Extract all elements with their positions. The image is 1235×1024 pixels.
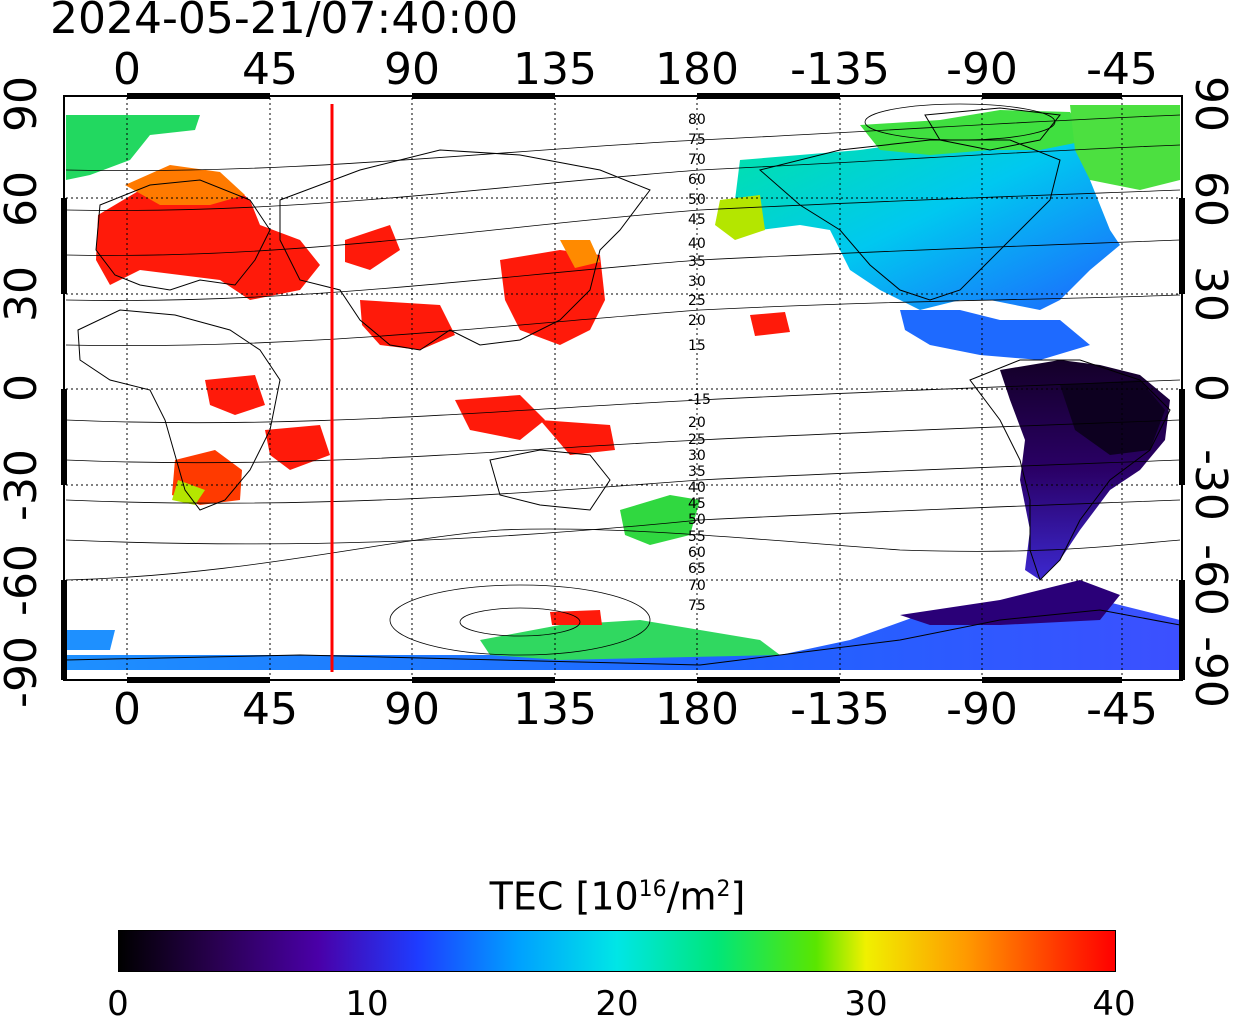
data-region-indonesia <box>455 395 545 440</box>
contour-label: 50 <box>688 192 706 208</box>
data-region-japan <box>560 240 600 268</box>
data-region-europe <box>96 170 320 300</box>
timestamp-title: 2024-05-21/07:40:00 <box>50 0 519 44</box>
contour-label: 70 <box>688 578 706 594</box>
colorbar-title: TEC [1016/m2] <box>0 868 1235 919</box>
contour-labels-north: 80 75 70 60 50 45 40 35 30 25 20 15 <box>688 112 706 354</box>
contour-label: 25 <box>688 293 706 309</box>
colorbar-label: 40 <box>1092 984 1136 1024</box>
colorbar-title-unit: /m <box>666 874 717 919</box>
data-region-antarctica <box>66 600 1180 670</box>
magnetic-contours <box>65 103 1181 656</box>
graticule <box>66 98 1180 678</box>
top-x-tick: -90 <box>946 44 1018 95</box>
contour-label: 50 <box>688 512 706 528</box>
bottom-x-tick: 45 <box>242 684 298 735</box>
colorbar-title-suffix: ] <box>730 874 746 919</box>
tec-map: 80 75 70 60 50 45 40 35 30 25 20 15 -15 … <box>61 93 1185 683</box>
contour-label: 60 <box>688 545 706 561</box>
contour-label: 40 <box>688 480 706 496</box>
bottom-x-tick: -135 <box>790 684 890 735</box>
data-region-south-africa-edge <box>172 480 205 505</box>
contour-label: 40 <box>688 236 706 252</box>
contour-label: 30 <box>688 448 706 464</box>
top-x-tick: 90 <box>384 44 440 95</box>
data-region-east-asia <box>500 250 605 345</box>
data-region-brazil <box>1060 380 1165 455</box>
contour-label: 30 <box>688 274 706 290</box>
colorbar-title-prefix: TEC [10 <box>489 874 639 919</box>
top-x-tick: 0 <box>113 44 141 95</box>
tec-colorbar <box>118 930 1116 972</box>
colorbar-label: 20 <box>595 984 639 1024</box>
bottom-x-tick: 0 <box>113 684 141 735</box>
data-region-hawaii <box>750 312 790 336</box>
contour-label: 75 <box>688 598 706 614</box>
contour-label: 45 <box>688 496 706 512</box>
contour-label: 70 <box>688 152 706 168</box>
contour-label: 55 <box>688 529 706 545</box>
map-frame <box>63 95 1183 681</box>
colorbar-title-exponent: 16 <box>638 877 667 902</box>
data-region-madagascar <box>265 425 330 470</box>
bottom-x-tick: 180 <box>655 684 739 735</box>
data-region-central-asia <box>345 225 400 270</box>
data-region-antarctic-red <box>550 610 602 625</box>
top-x-tick: -45 <box>1086 44 1158 95</box>
data-region-east-africa <box>205 375 265 415</box>
contour-label: 15 <box>688 338 706 354</box>
top-x-tick: 180 <box>655 44 739 95</box>
data-region-europe-north <box>125 165 245 205</box>
top-x-tick: -135 <box>790 44 890 95</box>
contour-label: 75 <box>688 132 706 148</box>
bottom-x-tick: 90 <box>384 684 440 735</box>
contour-labels-south: -15 20 25 30 35 40 45 50 55 60 65 70 75 <box>688 392 711 614</box>
data-region-canada-north <box>860 110 1090 155</box>
contour-label: 65 <box>688 561 706 577</box>
data-region-arctic-west <box>66 115 200 180</box>
data-region-new-zealand <box>620 495 700 545</box>
bottom-x-tick: 135 <box>513 684 597 735</box>
data-region-mexico <box>900 310 1090 360</box>
colorbar-label: 0 <box>107 984 129 1024</box>
frame-ticks <box>61 93 1185 683</box>
data-region-alaska <box>715 195 765 240</box>
contour-label: 35 <box>688 254 706 270</box>
tec-data-layer <box>66 105 1180 670</box>
contour-label: -15 <box>688 392 711 408</box>
top-x-tick: 45 <box>242 44 298 95</box>
colorbar-title-unit-exponent: 2 <box>716 877 731 902</box>
contour-label: 25 <box>688 432 706 448</box>
contour-label: 45 <box>688 212 706 228</box>
data-region-india <box>360 300 455 350</box>
contour-label: 60 <box>688 172 706 188</box>
contour-label: 20 <box>688 415 706 431</box>
colorbar-label: 10 <box>345 984 389 1024</box>
bottom-x-tick: -90 <box>946 684 1018 735</box>
top-x-tick: 135 <box>513 44 597 95</box>
colorbar-label: 30 <box>844 984 888 1024</box>
bottom-x-tick: -45 <box>1086 684 1158 735</box>
contour-label: 80 <box>688 112 706 128</box>
data-region-antarctic-west <box>66 630 115 650</box>
contour-label: 35 <box>688 464 706 480</box>
data-region-north-america <box>735 120 1120 310</box>
contour-label: 20 <box>688 313 706 329</box>
